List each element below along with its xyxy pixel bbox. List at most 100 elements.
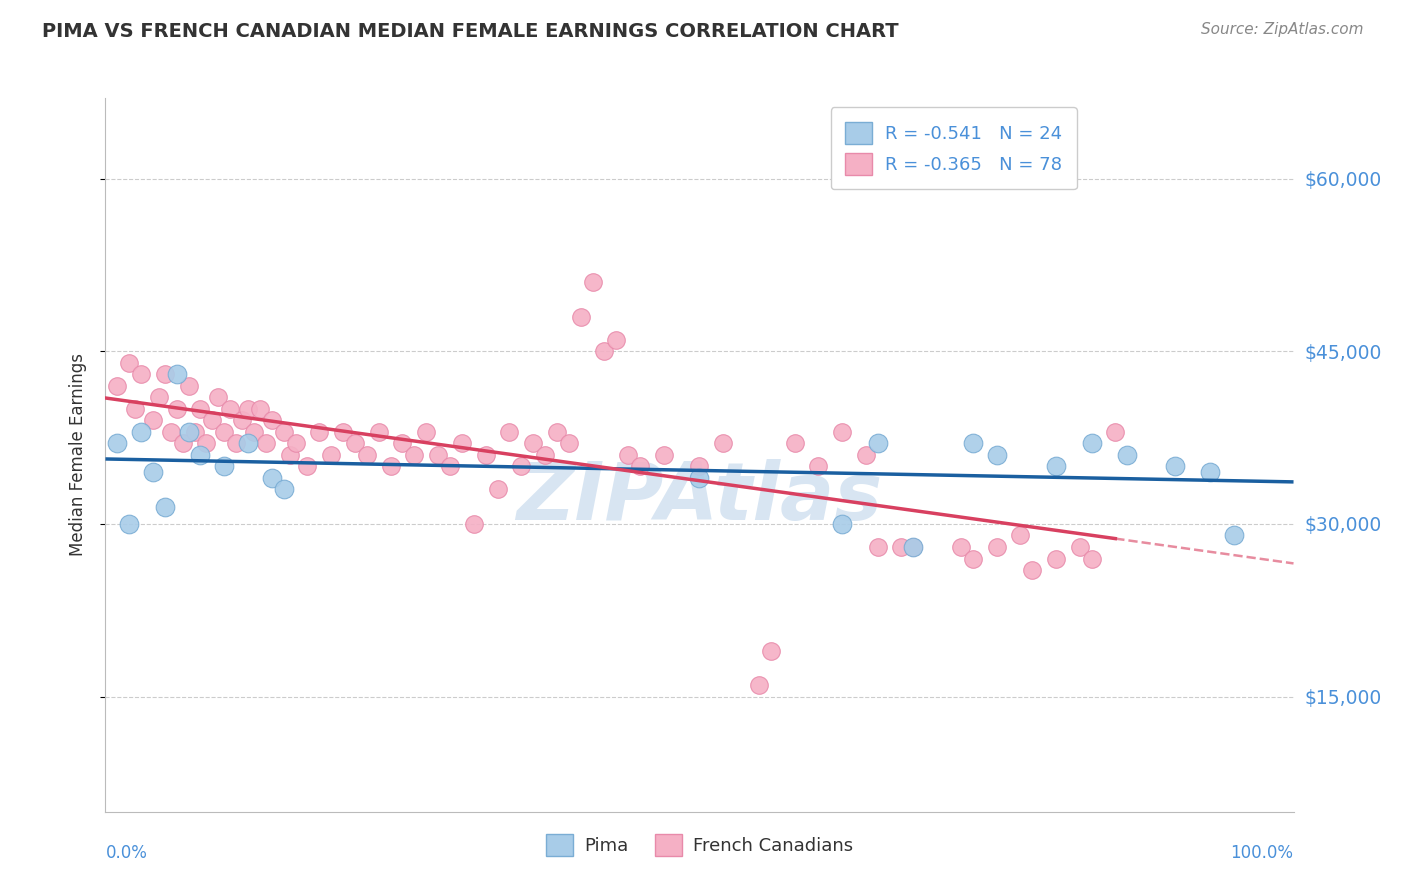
Point [866, 436, 889, 450]
Text: 100.0%: 100.0% [1230, 844, 1294, 862]
Point [903, 540, 925, 554]
Point [522, 436, 544, 450]
Point [1164, 459, 1187, 474]
Point [159, 425, 181, 439]
Point [236, 401, 259, 416]
Point [617, 448, 640, 462]
Point [118, 516, 141, 531]
Point [949, 540, 972, 554]
Point [986, 448, 1008, 462]
Point [273, 483, 295, 497]
Point [1104, 425, 1126, 439]
Point [1080, 436, 1102, 450]
Y-axis label: Median Female Earnings: Median Female Earnings [69, 353, 87, 557]
Point [890, 540, 912, 554]
Point [783, 436, 806, 450]
Point [118, 356, 141, 370]
Point [190, 448, 212, 462]
Point [214, 425, 236, 439]
Point [581, 275, 603, 289]
Point [986, 540, 1008, 554]
Point [183, 425, 205, 439]
Point [142, 465, 165, 479]
Point [172, 436, 194, 450]
Point [177, 425, 200, 439]
Point [225, 436, 247, 450]
Text: 0.0%: 0.0% [105, 844, 148, 862]
Point [807, 459, 830, 474]
Point [855, 448, 877, 462]
Point [166, 368, 188, 382]
Point [278, 448, 301, 462]
Point [297, 459, 319, 474]
Point [236, 436, 259, 450]
Point [153, 368, 176, 382]
Point [153, 500, 176, 514]
Point [249, 401, 271, 416]
Point [1199, 465, 1222, 479]
Point [1010, 528, 1032, 542]
Point [486, 483, 509, 497]
Point [343, 436, 366, 450]
Point [463, 516, 485, 531]
Point [1069, 540, 1091, 554]
Legend: Pima, French Canadians: Pima, French Canadians [538, 827, 860, 863]
Point [105, 436, 128, 450]
Point [628, 459, 651, 474]
Point [689, 459, 711, 474]
Point [129, 425, 152, 439]
Point [105, 379, 128, 393]
Point [1116, 448, 1139, 462]
Point [510, 459, 533, 474]
Point [190, 401, 212, 416]
Point [260, 471, 283, 485]
Point [415, 425, 437, 439]
Point [166, 401, 188, 416]
Point [308, 425, 330, 439]
Point [558, 436, 581, 450]
Point [142, 413, 165, 427]
Text: ZIPAtlas: ZIPAtlas [516, 458, 883, 537]
Point [214, 459, 236, 474]
Point [689, 471, 711, 485]
Point [962, 436, 984, 450]
Point [404, 448, 426, 462]
Point [148, 390, 170, 404]
Point [866, 540, 889, 554]
Text: Source: ZipAtlas.com: Source: ZipAtlas.com [1201, 22, 1364, 37]
Point [332, 425, 354, 439]
Point [367, 425, 389, 439]
Point [260, 413, 283, 427]
Point [831, 516, 853, 531]
Point [759, 643, 782, 657]
Point [124, 401, 146, 416]
Point [1223, 528, 1246, 542]
Point [439, 459, 461, 474]
Point [498, 425, 520, 439]
Point [903, 540, 925, 554]
Point [219, 401, 242, 416]
Point [284, 436, 307, 450]
Point [534, 448, 557, 462]
Point [207, 390, 229, 404]
Point [474, 448, 496, 462]
Point [195, 436, 218, 450]
Point [1045, 551, 1067, 566]
Point [593, 344, 616, 359]
Point [201, 413, 224, 427]
Point [1021, 563, 1043, 577]
Point [380, 459, 402, 474]
Text: PIMA VS FRENCH CANADIAN MEDIAN FEMALE EARNINGS CORRELATION CHART: PIMA VS FRENCH CANADIAN MEDIAN FEMALE EA… [42, 22, 898, 41]
Point [231, 413, 253, 427]
Point [427, 448, 450, 462]
Point [450, 436, 472, 450]
Point [273, 425, 295, 439]
Point [1045, 459, 1067, 474]
Point [1080, 551, 1102, 566]
Point [243, 425, 266, 439]
Point [391, 436, 413, 450]
Point [177, 379, 200, 393]
Point [831, 425, 853, 439]
Point [356, 448, 378, 462]
Point [569, 310, 592, 324]
